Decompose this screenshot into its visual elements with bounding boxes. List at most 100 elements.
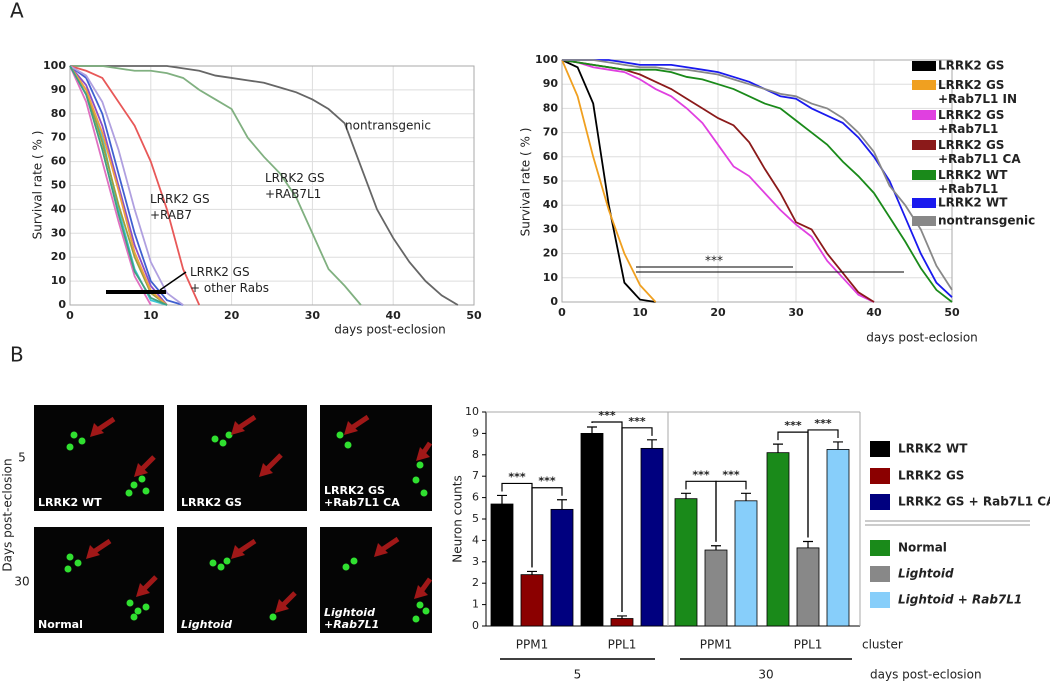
micrograph [320, 527, 432, 633]
neuron [126, 599, 134, 607]
micrograph [177, 527, 307, 633]
image-label: LRRK2 WT [38, 496, 102, 509]
y-tick-label: 50 [543, 174, 559, 187]
arrow-head [414, 585, 428, 599]
legend-label: LRRK2 GS +Rab7L1 IN [938, 78, 1017, 106]
neuron [66, 553, 74, 561]
image-label: Lightoid +Rab7L1 [324, 606, 379, 631]
y-tick-label: 90 [543, 77, 559, 90]
y-tick-label: 40 [543, 198, 559, 211]
annotation: nontransgenic [345, 119, 431, 133]
survival-line [561, 59, 657, 303]
y-tick-label: 100 [535, 53, 558, 66]
arrow-head [134, 463, 148, 477]
x-tick-label: 20 [710, 306, 726, 319]
neuron [420, 489, 428, 497]
panel-label: B [10, 343, 24, 367]
survival-line [562, 59, 953, 291]
bar [550, 508, 574, 627]
y-tick-label: 10 [465, 405, 479, 418]
legend-label: nontransgenic [938, 214, 1035, 228]
significance-label: *** [722, 468, 740, 481]
arrow-head [275, 599, 289, 613]
error-bar [833, 441, 843, 450]
y-tick-label: 10 [543, 271, 559, 284]
survival-line [561, 59, 875, 303]
neuron [70, 431, 78, 439]
neuron [416, 461, 424, 469]
legend-swatch [912, 170, 936, 180]
error-bar [527, 570, 537, 575]
significance-bracket [621, 427, 653, 612]
y-tick-label: 50 [51, 179, 67, 192]
legend-label: LRRK2 WT [898, 442, 968, 456]
bar [490, 503, 514, 627]
neuron [219, 439, 227, 447]
x-tick-label: 40 [866, 306, 882, 319]
panel-label: A [10, 0, 24, 23]
legend-swatch [912, 140, 936, 150]
neuron [422, 607, 430, 615]
y-tick-label: 70 [51, 131, 67, 144]
legend-label: LRRK2 WT [938, 196, 1008, 210]
neuron [225, 431, 233, 439]
y-tick-label: 100 [43, 59, 66, 72]
significance-bracket [715, 480, 747, 542]
y-tick-label: 1 [472, 598, 479, 611]
error-bar [803, 540, 813, 548]
x-tick-label: 0 [558, 306, 566, 319]
arrow-head [86, 545, 100, 559]
bar [826, 449, 850, 627]
bar [520, 574, 544, 627]
legend-label: LRRK2 GS +Rab7L1 [938, 108, 1004, 136]
image-label: LRRK2 GS +Rab7L1 CA [324, 484, 400, 509]
arrow-head [231, 545, 245, 559]
y-tick-label: 8 [472, 448, 479, 461]
annotation: LRRK2 GS +RAB7 [150, 192, 210, 222]
image-label: LRRK2 GS [181, 496, 242, 509]
legend-swatch [912, 80, 936, 90]
legend-label: LRRK2 WT +Rab7L1 [938, 168, 1008, 196]
neuron [142, 603, 150, 611]
error-bar [497, 494, 507, 505]
y-tick-label: 7 [472, 469, 479, 482]
legend-swatch [870, 441, 890, 457]
y-tick-label: 80 [51, 107, 67, 120]
neuron [134, 607, 142, 615]
legend-label: Lightoid [898, 567, 954, 581]
arrow-head [90, 423, 104, 437]
significance-label: *** [814, 417, 832, 430]
x-tick-label: 50 [466, 309, 482, 322]
neuron [209, 559, 217, 567]
significance-label: *** [784, 419, 802, 432]
x-tick-label: 50 [944, 306, 960, 319]
y-tick-label: 9 [472, 426, 479, 439]
significance-label: *** [692, 468, 710, 481]
y-tick-label: 20 [51, 250, 67, 263]
bar [766, 452, 790, 627]
y-tick-label: 0 [550, 295, 558, 308]
annotation: LRRK2 GS + other Rabs [190, 265, 269, 295]
neuron [138, 475, 146, 483]
neuron [211, 435, 219, 443]
neuron [78, 437, 86, 445]
x-tick-label: PPM1 [516, 638, 548, 652]
bar [674, 498, 698, 627]
significance-label: *** [628, 415, 646, 428]
annotation-pointer [159, 271, 187, 291]
neuron [142, 487, 150, 495]
legend-swatch [912, 110, 936, 120]
x-tick-label: PPL1 [608, 638, 637, 652]
group-label: 5 [574, 668, 582, 682]
image-label: Lightoid [181, 618, 232, 631]
legend-label: Lightoid + Rab7L1 [898, 593, 1022, 607]
y-tick-label: 2 [472, 576, 479, 589]
significance-bracket [531, 487, 563, 568]
group-label: 30 [758, 668, 773, 682]
error-bar [681, 492, 691, 499]
legend-label: Normal [898, 541, 947, 555]
x-axis-label: days post-eclosion [334, 323, 446, 337]
survival-line [69, 65, 184, 306]
legend-label: LRRK2 GS + Rab7L1 CA [898, 495, 1050, 509]
